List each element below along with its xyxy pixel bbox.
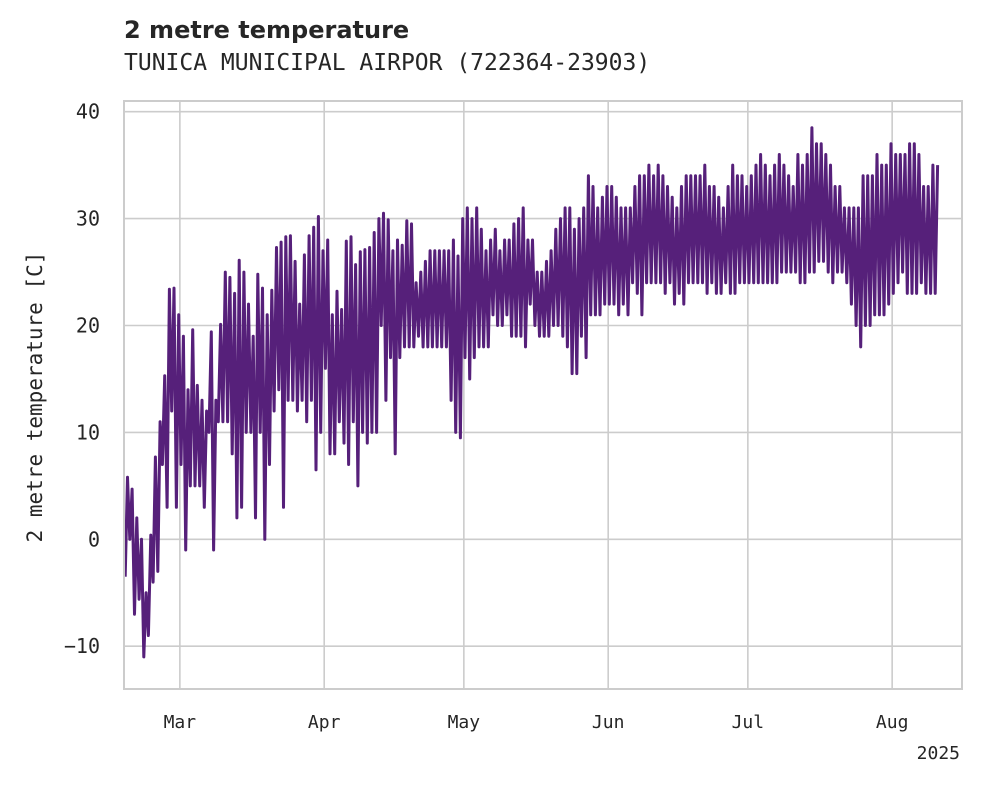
x-axis-year-label: 2025 xyxy=(917,743,960,764)
y-tick-label: −10 xyxy=(64,634,100,658)
plot-frame xyxy=(123,100,963,690)
x-tick-label: Jul xyxy=(732,712,765,733)
chart-subtitle: TUNICA MUNICIPAL AIRPOR (722364-23903) xyxy=(124,50,651,76)
y-axis-label: 2 metre temperature [C] xyxy=(23,252,47,543)
series-layer xyxy=(123,126,940,659)
y-tick-label: 20 xyxy=(76,314,100,338)
x-tick-label: Aug xyxy=(876,712,909,733)
x-axis: Mar Apr May Jun Jul Aug xyxy=(164,712,909,733)
x-tick-label: Apr xyxy=(308,712,341,733)
x-tick-label: Mar xyxy=(164,712,197,733)
x-tick-label: Jun xyxy=(592,712,625,733)
temperature-series-line xyxy=(123,126,940,659)
y-tick-label: 40 xyxy=(76,100,100,124)
y-axis: −10 0 10 20 30 40 xyxy=(64,100,100,659)
x-tick-label: May xyxy=(448,712,481,733)
y-tick-label: 10 xyxy=(76,420,100,444)
y-tick-label: 0 xyxy=(88,527,100,551)
chart-title: 2 metre temperature xyxy=(124,16,410,44)
y-tick-label: 30 xyxy=(76,207,100,231)
